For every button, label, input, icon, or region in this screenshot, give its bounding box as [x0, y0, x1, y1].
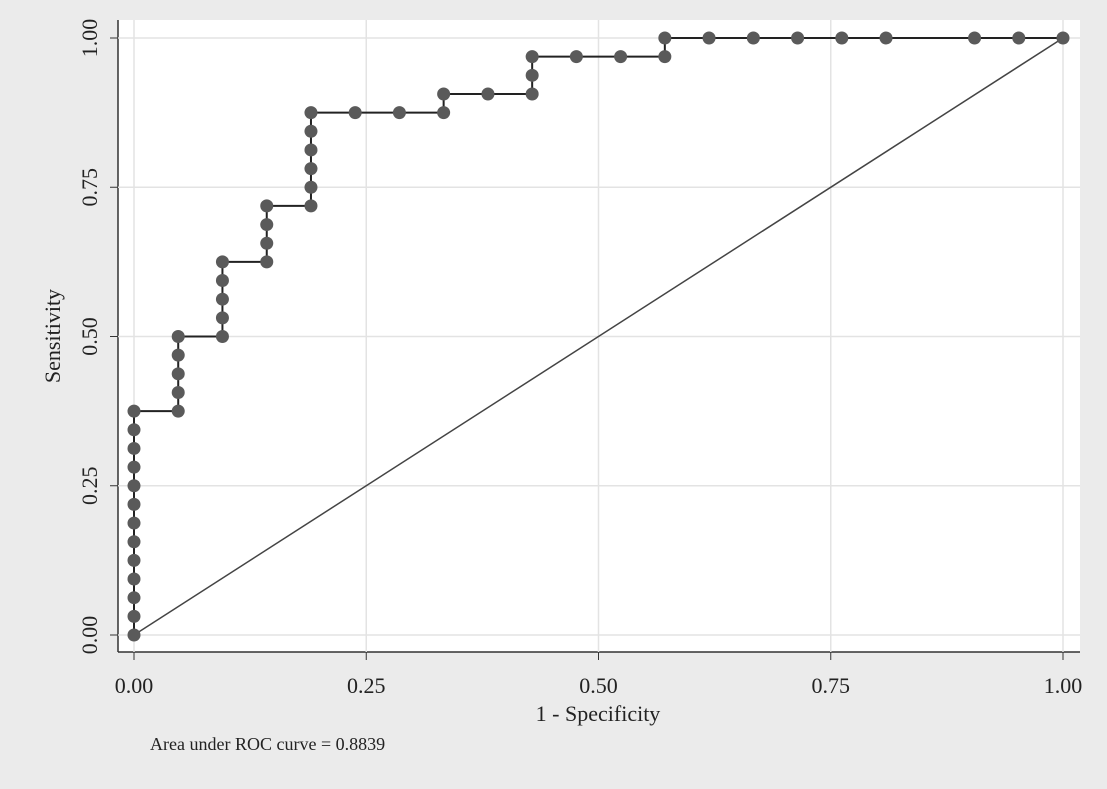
- roc-point: [216, 330, 229, 343]
- x-tick-label: 0.75: [812, 673, 851, 698]
- roc-point: [526, 69, 539, 82]
- roc-point: [304, 162, 317, 175]
- chart: 1 - Specificity Sensitivity Area under R…: [0, 0, 1107, 789]
- roc-point: [260, 255, 273, 268]
- roc-point: [526, 50, 539, 63]
- roc-point: [658, 32, 671, 45]
- roc-point: [968, 32, 981, 45]
- roc-point: [260, 237, 273, 250]
- roc-point: [614, 50, 627, 63]
- roc-point: [304, 143, 317, 156]
- page: 1 - Specificity Sensitivity Area under R…: [0, 0, 1107, 789]
- roc-point: [349, 106, 362, 119]
- roc-point: [437, 106, 450, 119]
- roc-point: [304, 106, 317, 119]
- roc-point: [128, 573, 141, 586]
- roc-point: [393, 106, 406, 119]
- roc-point: [128, 479, 141, 492]
- x-tick-label: 0.50: [579, 673, 618, 698]
- y-tick-label: 1.00: [77, 19, 102, 58]
- roc-point: [128, 591, 141, 604]
- roc-point: [658, 50, 671, 63]
- roc-point: [172, 367, 185, 380]
- roc-point: [304, 181, 317, 194]
- note: Area under ROC curve = 0.8839: [150, 734, 385, 754]
- roc-point: [172, 386, 185, 399]
- roc-point: [128, 554, 141, 567]
- y-tick-label: 0.00: [77, 616, 102, 655]
- y-axis-label: Sensitivity: [40, 289, 65, 383]
- y-tick-label: 0.50: [77, 317, 102, 356]
- roc-point: [747, 32, 760, 45]
- roc-point: [481, 87, 494, 100]
- roc-point: [260, 218, 273, 231]
- roc-point: [172, 330, 185, 343]
- roc-point: [216, 255, 229, 268]
- roc-point: [128, 498, 141, 511]
- roc-point: [128, 423, 141, 436]
- roc-point: [216, 274, 229, 287]
- roc-point: [437, 87, 450, 100]
- roc-point: [172, 349, 185, 362]
- roc-point: [128, 405, 141, 418]
- roc-point: [835, 32, 848, 45]
- x-tick-label: 0.00: [115, 673, 154, 698]
- roc-point: [304, 199, 317, 212]
- roc-point: [1057, 32, 1070, 45]
- roc-point: [304, 125, 317, 138]
- roc-point: [128, 610, 141, 623]
- roc-point: [128, 461, 141, 474]
- roc-point: [128, 535, 141, 548]
- roc-point: [172, 405, 185, 418]
- x-axis-label: 1 - Specificity: [536, 701, 661, 726]
- roc-point: [880, 32, 893, 45]
- roc-point: [570, 50, 583, 63]
- roc-point: [703, 32, 716, 45]
- roc-point: [1012, 32, 1025, 45]
- roc-point: [526, 87, 539, 100]
- roc-point: [128, 517, 141, 530]
- roc-point: [791, 32, 804, 45]
- roc-point: [216, 311, 229, 324]
- y-tick-label: 0.75: [77, 168, 102, 207]
- roc-point: [128, 442, 141, 455]
- x-tick-label: 1.00: [1044, 673, 1083, 698]
- roc-point: [128, 629, 141, 642]
- y-tick-label: 0.25: [77, 467, 102, 506]
- roc-point: [260, 199, 273, 212]
- x-tick-label: 0.25: [347, 673, 386, 698]
- roc-point: [216, 293, 229, 306]
